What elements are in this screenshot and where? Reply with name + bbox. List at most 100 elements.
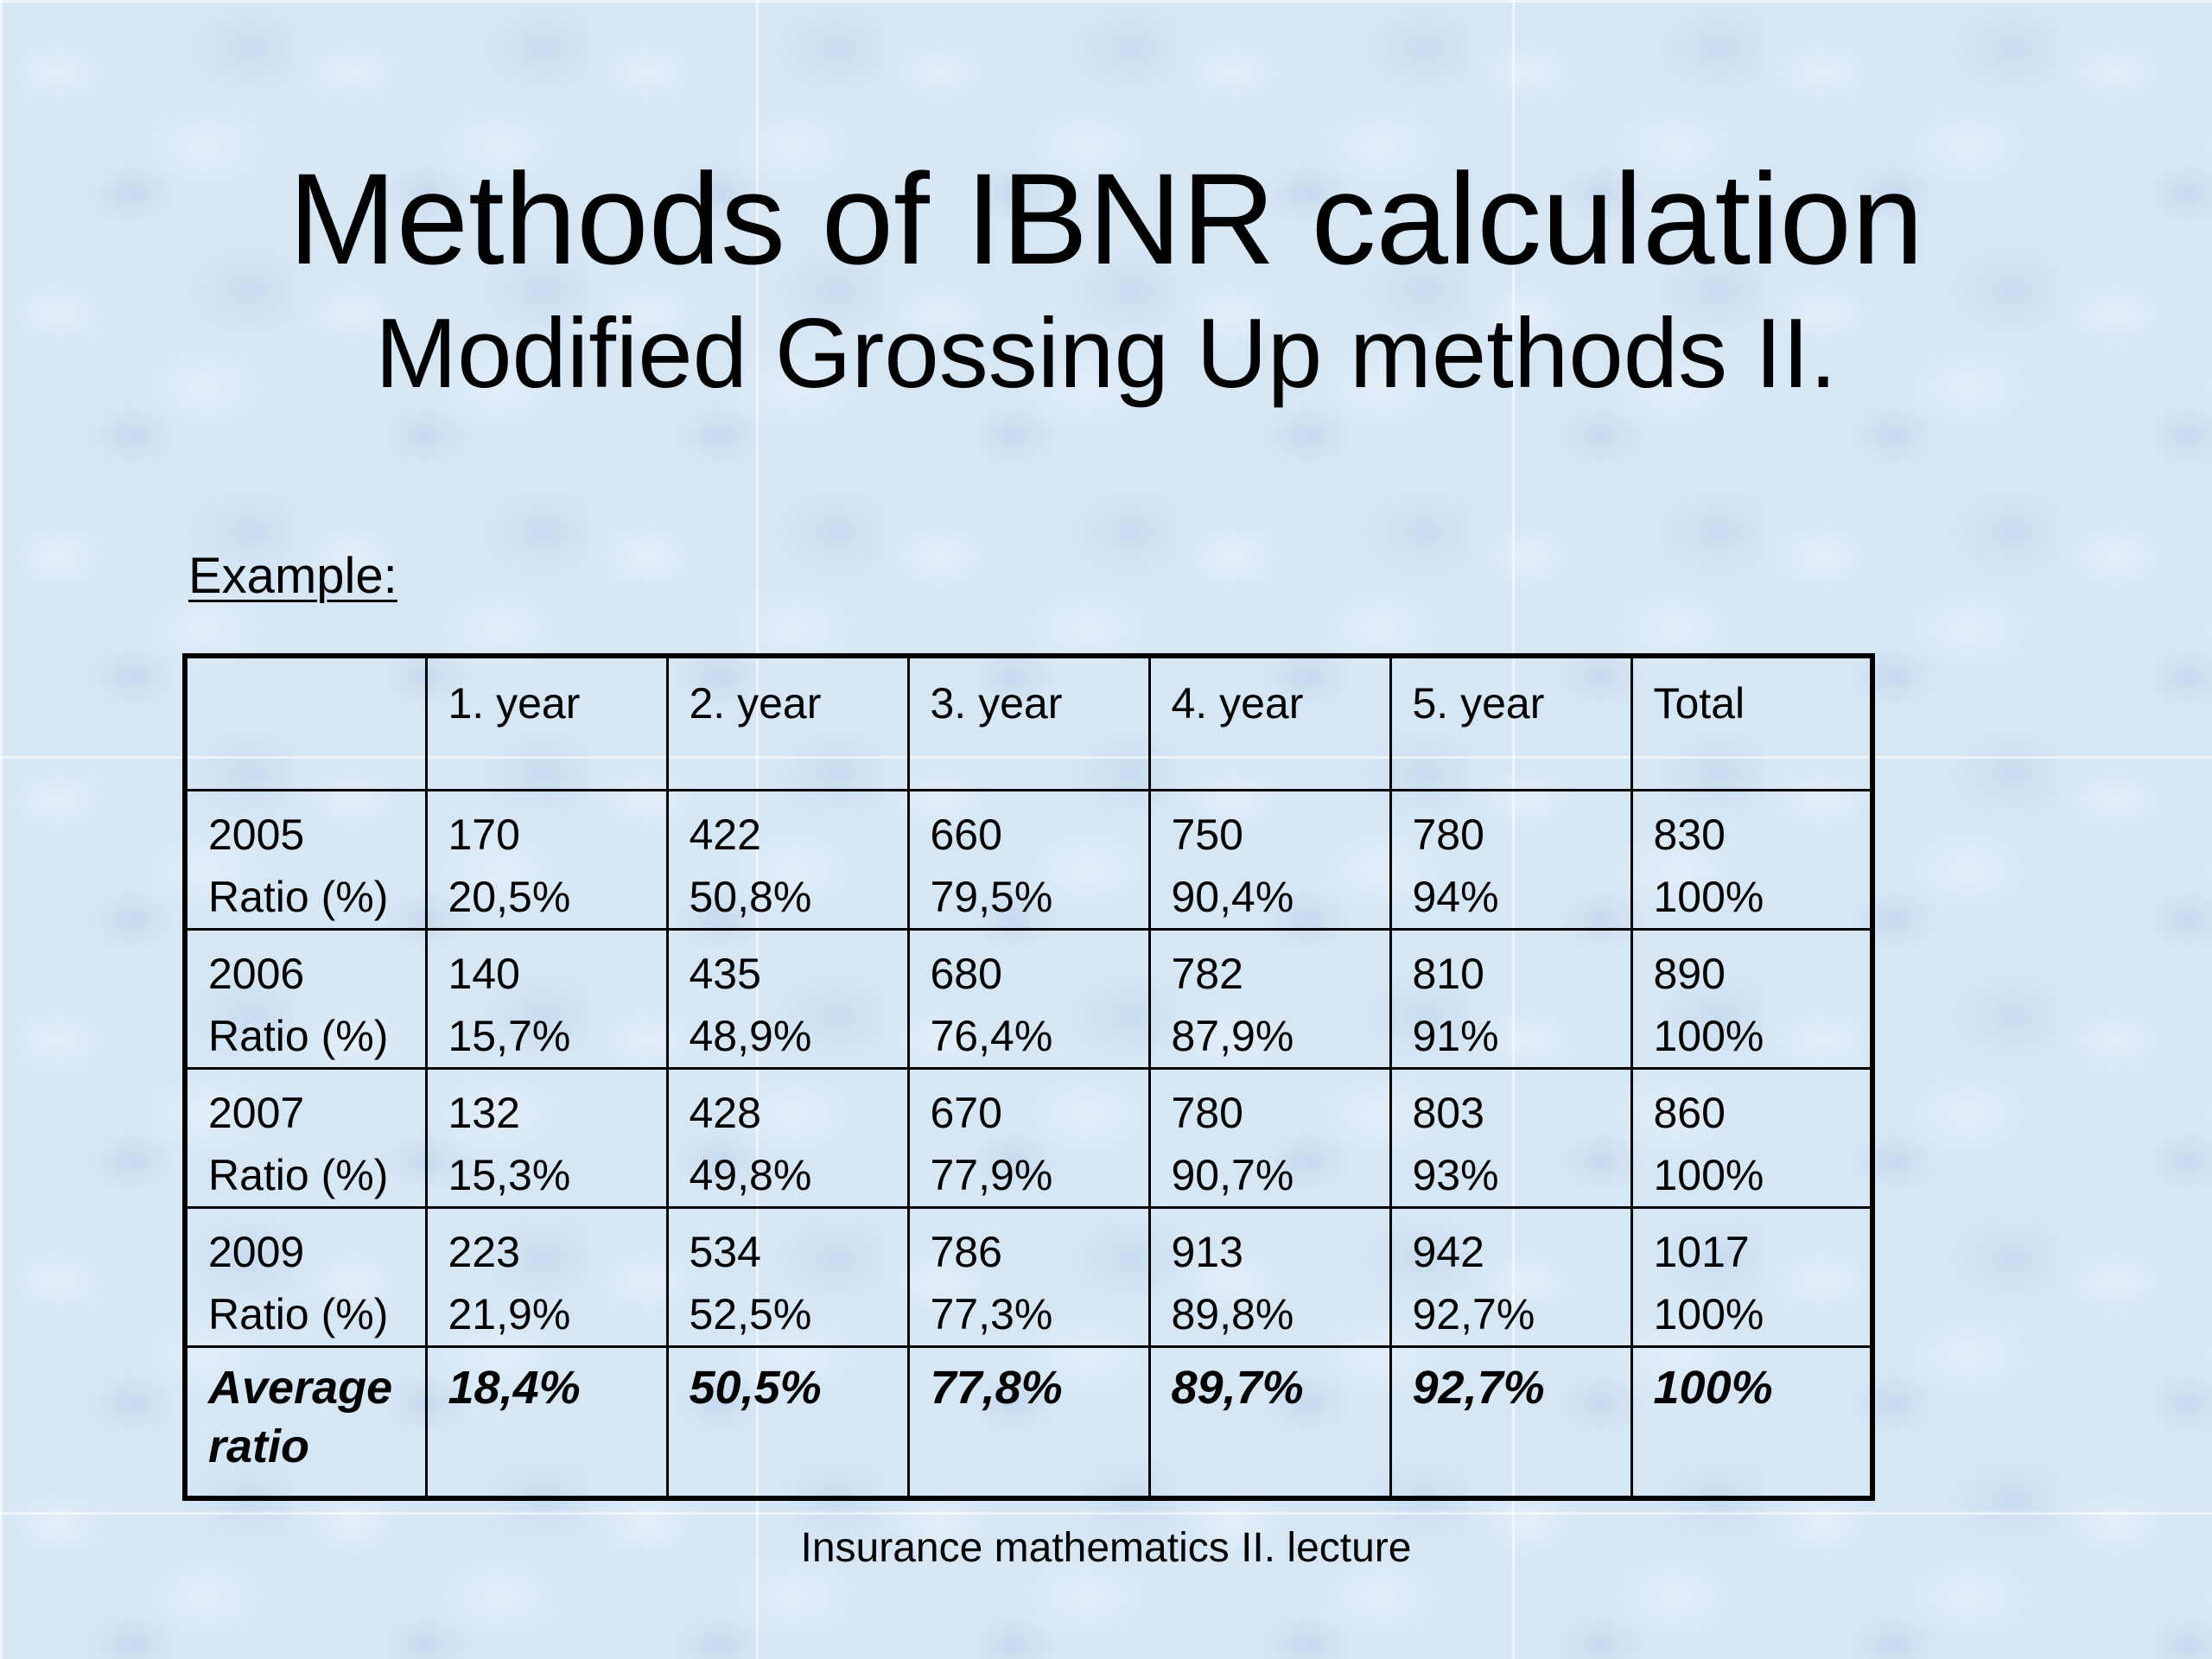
table-cell: 170 20,5% xyxy=(424,788,669,931)
cell-value: 860 xyxy=(1653,1088,1726,1137)
cell-ratio: 77,3% xyxy=(930,1289,1053,1338)
cell-ratio: 92,7% xyxy=(1412,1289,1535,1338)
table-cell: 780 90,7% xyxy=(1147,1066,1392,1209)
cell-ratio: 50,8% xyxy=(689,872,812,921)
slide-footer: Insurance mathematics II. lecture xyxy=(800,1525,1412,1571)
header-cell: 3. year xyxy=(906,654,1151,791)
table-cell: 680 76,4% xyxy=(906,927,1151,1070)
row-label-cell: 2007 Ratio (%) xyxy=(183,1066,428,1209)
row-ratio-label: Ratio (%) xyxy=(208,1150,389,1199)
cell-value: 786 xyxy=(930,1227,1002,1276)
average-label: Average xyxy=(208,1361,393,1414)
cell-value: 660 xyxy=(930,810,1002,859)
header-cell: 2. year xyxy=(665,654,910,791)
cell-value: 422 xyxy=(689,810,761,859)
cell-ratio: 90,7% xyxy=(1171,1150,1294,1199)
average-ratio-row: Average ratio 18,4% 50,5% 77,8% 89,7% 92… xyxy=(183,1344,1874,1500)
cell-value: 913 xyxy=(1171,1227,1243,1276)
cell-ratio: 49,8% xyxy=(689,1150,812,1199)
cell-value: 780 xyxy=(1412,810,1484,859)
table-row: 2009 Ratio (%) 223 21,9% 534 52,5% 786 77,3… xyxy=(183,1205,1874,1348)
cell-ratio: 90,4% xyxy=(1171,872,1294,921)
cell-ratio: 15,3% xyxy=(448,1150,571,1199)
cell-ratio: 48,9% xyxy=(689,1011,812,1060)
row-year: 2009 xyxy=(208,1227,305,1276)
table-cell: 670 77,9% xyxy=(906,1066,1151,1209)
table-cell: 132 15,3% xyxy=(424,1066,669,1209)
cell-value: 223 xyxy=(448,1227,520,1276)
average-cell: 100% xyxy=(1630,1344,1874,1500)
table-cell: 786 77,3% xyxy=(906,1205,1151,1348)
table-cell: 780 94% xyxy=(1389,788,1633,931)
table-cell: 890 100% xyxy=(1630,927,1874,1070)
cell-value: 782 xyxy=(1171,949,1243,998)
slide-title: Methods of IBNR calculation xyxy=(288,146,1924,291)
average-cell: 92,7% xyxy=(1389,1344,1633,1500)
cell-ratio: 76,4% xyxy=(930,1011,1053,1060)
row-year: 2007 xyxy=(208,1088,305,1137)
table-cell: 428 49,8% xyxy=(665,1066,910,1209)
table-row: 2005 Ratio (%) 170 20,5% 422 50,8% 660 79,5… xyxy=(183,788,1874,931)
row-label-cell: 2009 Ratio (%) xyxy=(183,1205,428,1348)
table-cell: 1017 100% xyxy=(1630,1205,1874,1348)
cell-ratio: 87,9% xyxy=(1171,1011,1294,1060)
cell-ratio: 100% xyxy=(1653,1289,1764,1338)
cell-value: 680 xyxy=(930,949,1002,998)
average-label-cell: Average ratio xyxy=(183,1344,428,1500)
slide-subtitle: Modified Grossing Up methods II. xyxy=(375,299,1837,409)
table-cell: 422 50,8% xyxy=(665,788,910,931)
cell-ratio: 21,9% xyxy=(448,1289,571,1338)
average-cell: 89,7% xyxy=(1147,1344,1392,1500)
row-year: 2005 xyxy=(208,810,305,859)
cell-value: 803 xyxy=(1412,1088,1484,1137)
table-cell: 660 79,5% xyxy=(906,788,1151,931)
cell-ratio: 100% xyxy=(1653,872,1764,921)
row-label-cell: 2005 Ratio (%) xyxy=(183,788,428,931)
row-ratio-label: Ratio (%) xyxy=(208,1289,389,1338)
cell-value: 830 xyxy=(1653,810,1726,859)
cell-ratio: 94% xyxy=(1412,872,1499,921)
cell-ratio: 77,9% xyxy=(930,1150,1053,1199)
cell-value: 942 xyxy=(1412,1227,1484,1276)
average-cell: 18,4% xyxy=(424,1344,669,1500)
table-cell: 942 92,7% xyxy=(1389,1205,1633,1348)
table-cell: 750 90,4% xyxy=(1147,788,1392,931)
cell-value: 435 xyxy=(689,949,761,998)
cell-value: 750 xyxy=(1171,810,1243,859)
table-cell: 860 100% xyxy=(1630,1066,1874,1209)
row-ratio-label: Ratio (%) xyxy=(208,1011,389,1060)
row-label-cell: 2006 Ratio (%) xyxy=(183,927,428,1070)
header-cell: 1. year xyxy=(424,654,669,791)
cell-ratio: 79,5% xyxy=(930,872,1053,921)
table-cell: 782 87,9% xyxy=(1147,927,1392,1070)
cell-value: 428 xyxy=(689,1088,761,1137)
cell-ratio: 100% xyxy=(1653,1150,1764,1199)
claims-table: 1. year 2. year 3. year 4. year 5. year … xyxy=(182,653,1875,1501)
table-cell: 140 15,7% xyxy=(424,927,669,1070)
table-cell: 810 91% xyxy=(1389,927,1633,1070)
cell-value: 170 xyxy=(448,810,520,859)
row-ratio-label: Ratio (%) xyxy=(208,872,389,921)
table-row: 2007 Ratio (%) 132 15,3% 428 49,8% 670 77,9… xyxy=(183,1066,1874,1209)
cell-value: 890 xyxy=(1653,949,1726,998)
cell-value: 534 xyxy=(689,1227,761,1276)
average-cell: 50,5% xyxy=(665,1344,910,1500)
cell-value: 132 xyxy=(448,1088,520,1137)
header-cell: 4. year xyxy=(1147,654,1392,791)
table-cell: 803 93% xyxy=(1389,1066,1633,1209)
cell-ratio: 89,8% xyxy=(1171,1289,1294,1338)
cell-ratio: 100% xyxy=(1653,1011,1764,1060)
average-cell: 77,8% xyxy=(906,1344,1151,1500)
table-cell: 830 100% xyxy=(1630,788,1874,931)
cell-ratio: 52,5% xyxy=(689,1289,812,1338)
table-cell: 435 48,9% xyxy=(665,927,910,1070)
table-row: 2006 Ratio (%) 140 15,7% 435 48,9% 680 76,4… xyxy=(183,927,1874,1070)
cell-value: 670 xyxy=(930,1088,1002,1137)
cell-value: 1017 xyxy=(1653,1227,1750,1276)
cell-ratio: 93% xyxy=(1412,1150,1499,1199)
table-cell: 534 52,5% xyxy=(665,1205,910,1348)
cell-ratio: 15,7% xyxy=(448,1011,571,1060)
average-label-line2: ratio xyxy=(208,1420,310,1472)
table-header-row: 1. year 2. year 3. year 4. year 5. year … xyxy=(183,654,1874,791)
table-cell: 913 89,8% xyxy=(1147,1205,1392,1348)
